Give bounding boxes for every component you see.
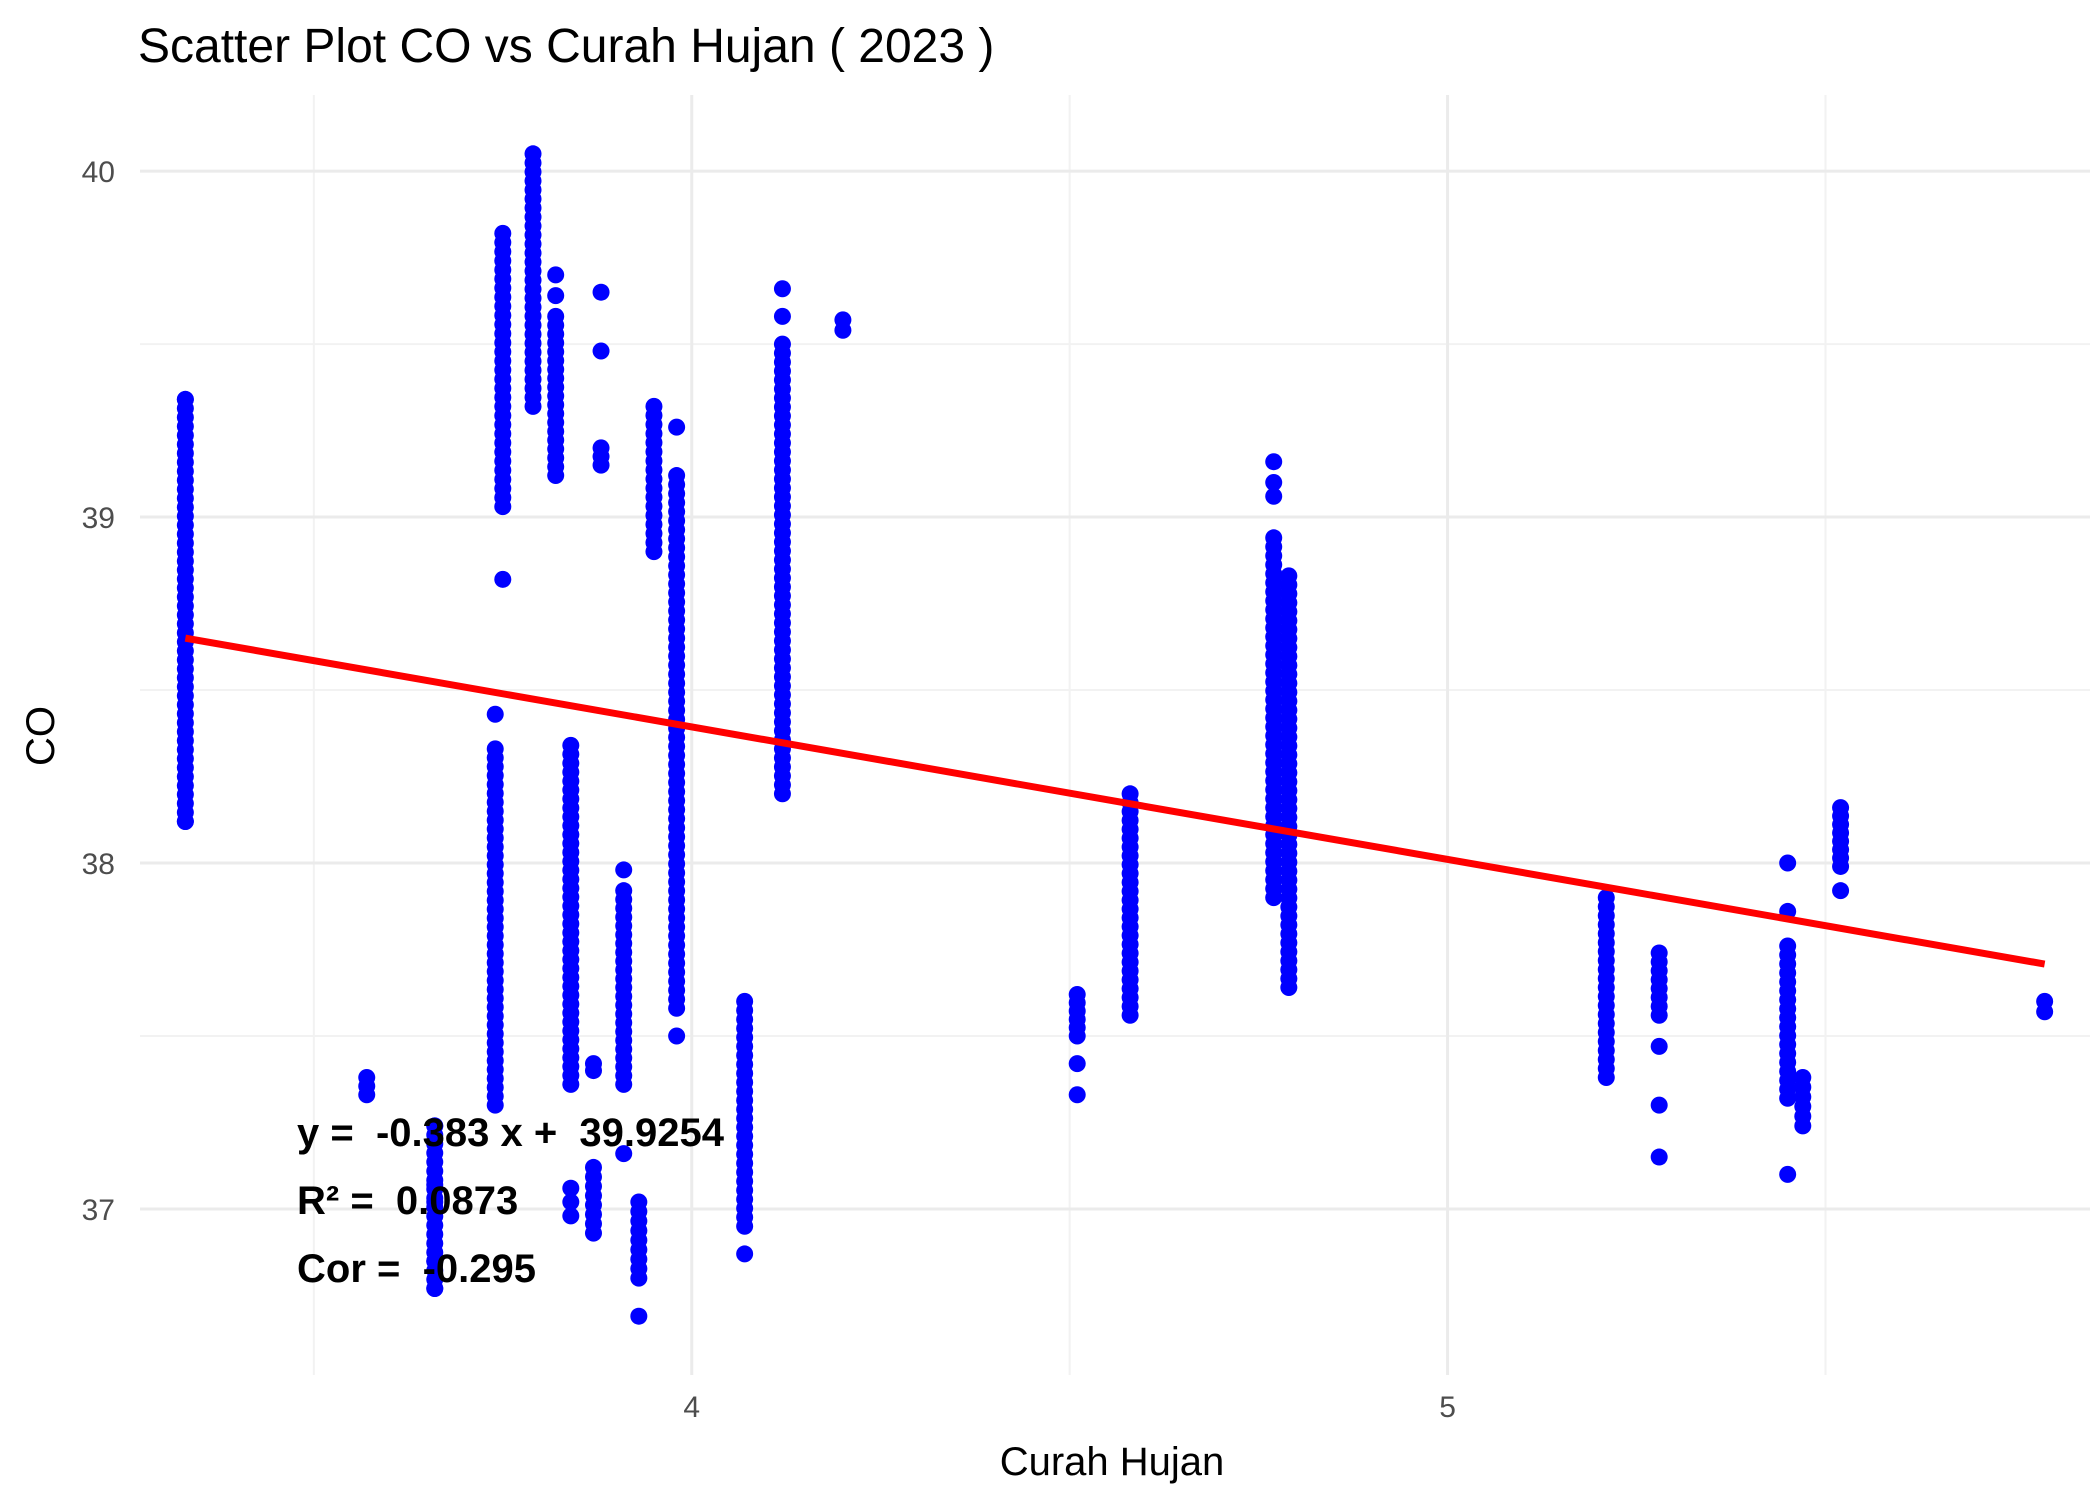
- chart-title: Scatter Plot CO vs Curah Hujan ( 2023 ): [138, 20, 994, 73]
- x-tick-label: 5: [1439, 1391, 1456, 1424]
- data-point: [773, 280, 791, 298]
- regression-line: [184, 634, 2046, 968]
- data-point: [494, 498, 512, 516]
- data-point: [1832, 882, 1850, 900]
- x-tick-label: 4: [683, 1391, 700, 1424]
- data-point: [584, 1224, 602, 1242]
- data-point: [562, 1075, 580, 1093]
- data-point: [592, 456, 610, 474]
- y-axis-title: CO: [19, 706, 63, 766]
- data-point: [1265, 889, 1283, 907]
- data-point: [773, 785, 791, 803]
- data-point: [1650, 1037, 1668, 1055]
- r-squared-label: R² = 0.0873: [297, 1179, 518, 1223]
- data-point: [562, 1179, 580, 1197]
- data-point: [668, 999, 686, 1017]
- data-point: [584, 1055, 602, 1073]
- data-point: [1779, 1165, 1797, 1183]
- data-point: [562, 1207, 580, 1225]
- data-point: [630, 1307, 648, 1325]
- correlation-label: Cor = -0.295: [297, 1247, 536, 1291]
- data-point: [2036, 1003, 2054, 1021]
- data-point: [645, 543, 663, 561]
- y-tick-label: 39: [82, 502, 115, 535]
- data-point: [668, 418, 686, 436]
- data-point: [547, 467, 565, 485]
- equation-label: y = -0.383 x + 39.9254: [297, 1111, 725, 1155]
- data-points: [176, 145, 2054, 1325]
- data-point: [426, 1176, 444, 1194]
- data-point: [736, 1217, 754, 1235]
- data-point: [834, 321, 852, 339]
- data-point: [1068, 1027, 1086, 1045]
- data-point: [1794, 1117, 1812, 1135]
- data-point: [1068, 1055, 1086, 1073]
- data-point: [1650, 1096, 1668, 1114]
- data-point: [592, 283, 610, 301]
- data-point: [1650, 1006, 1668, 1024]
- data-point: [547, 266, 565, 284]
- data-point: [1650, 1148, 1668, 1166]
- tick-labels: 4 5 37 38 39 40: [82, 156, 1456, 1424]
- data-point: [524, 397, 542, 415]
- data-point: [562, 1193, 580, 1211]
- data-point: [1265, 473, 1283, 491]
- data-point: [1121, 1006, 1139, 1024]
- data-point: [615, 1075, 633, 1093]
- data-point: [426, 1252, 444, 1270]
- data-point: [1068, 1086, 1086, 1104]
- data-point: [547, 287, 565, 305]
- data-point: [176, 390, 194, 408]
- data-point: [736, 1245, 754, 1263]
- data-point: [1832, 857, 1850, 875]
- data-point: [615, 1145, 633, 1163]
- data-point: [1597, 1068, 1615, 1086]
- x-axis-title: Curah Hujan: [1000, 1440, 1225, 1484]
- y-tick-label: 38: [82, 848, 115, 881]
- data-point: [426, 1280, 444, 1298]
- data-point: [668, 1027, 686, 1045]
- data-point: [1265, 453, 1283, 471]
- data-point: [1779, 1089, 1797, 1107]
- data-point: [494, 570, 512, 588]
- data-point: [1779, 854, 1797, 872]
- data-point: [615, 861, 633, 879]
- data-point: [176, 812, 194, 830]
- data-point: [630, 1269, 648, 1287]
- y-tick-label: 40: [82, 156, 115, 189]
- y-tick-label: 37: [82, 1194, 115, 1227]
- data-point: [486, 705, 504, 723]
- data-point: [1265, 487, 1283, 505]
- data-point: [592, 342, 610, 360]
- data-point: [358, 1086, 376, 1104]
- data-point: [426, 1117, 444, 1135]
- data-point: [486, 1096, 504, 1114]
- data-point: [426, 1193, 444, 1211]
- data-point: [1280, 979, 1298, 997]
- grid-lines: [140, 95, 2090, 1375]
- data-point: [773, 307, 791, 325]
